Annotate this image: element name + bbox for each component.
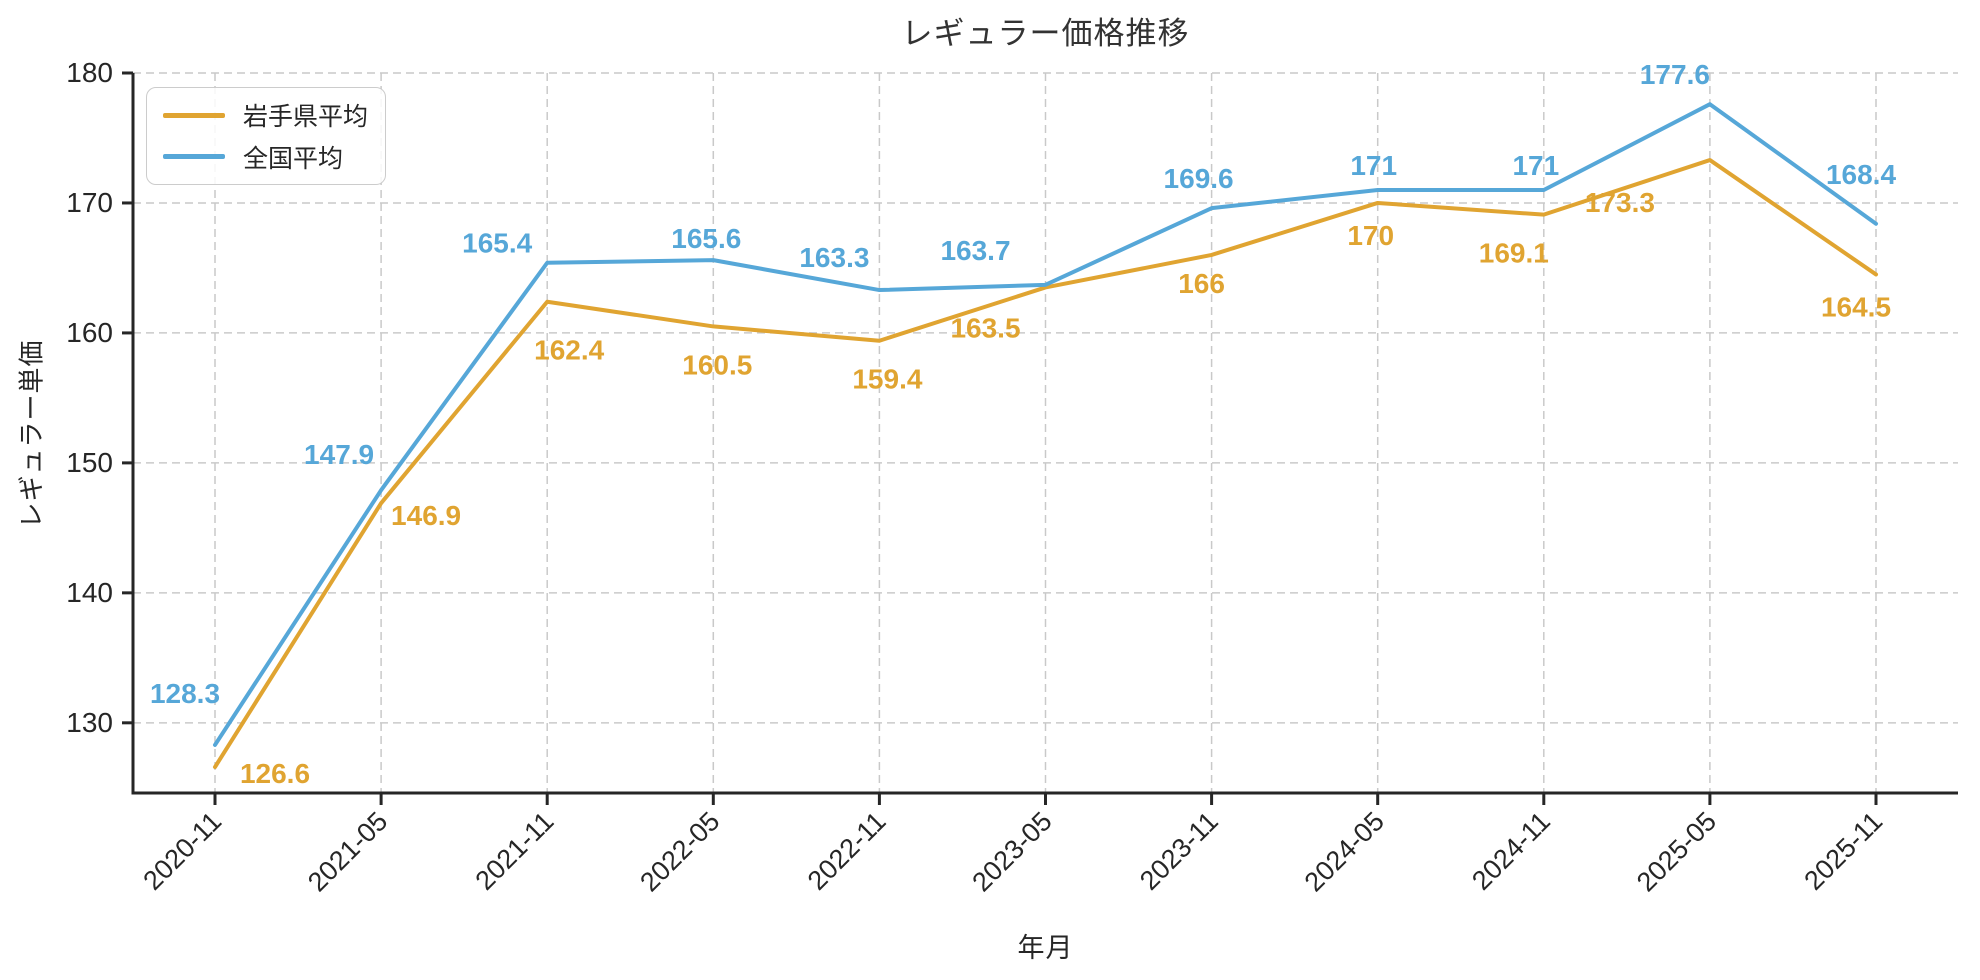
data-label: 173.3: [1585, 187, 1655, 218]
data-label: 169.1: [1479, 238, 1549, 269]
data-label: 166: [1178, 268, 1225, 299]
data-label: 171: [1512, 150, 1559, 181]
data-label: 165.6: [671, 223, 741, 254]
y-tick-label: 150: [66, 447, 113, 478]
x-tick-label: 2023-05: [966, 806, 1057, 897]
data-label: 177.6: [1640, 59, 1710, 90]
x-axis-title: 年月: [1017, 933, 1074, 963]
data-label: 170: [1347, 220, 1394, 251]
x-tick-label: 2022-05: [634, 806, 725, 897]
data-label: 163.7: [940, 235, 1010, 266]
data-label: 168.4: [1826, 159, 1896, 190]
data-label: 169.6: [1164, 163, 1234, 194]
data-label: 163.5: [950, 312, 1020, 343]
data-label: 146.9: [391, 500, 461, 531]
x-tick-label: 2020-11: [137, 806, 227, 896]
data-label: 163.3: [799, 242, 869, 273]
x-tick-label: 2021-11: [470, 806, 560, 896]
x-tick-label: 2025-05: [1631, 806, 1722, 897]
data-label: 164.5: [1821, 291, 1891, 322]
legend-item-iwate: 岩手県平均: [163, 97, 369, 133]
x-tick-label: 2022-11: [802, 806, 892, 896]
y-tick-label: 130: [66, 707, 113, 738]
x-tick-label: 2021-05: [302, 806, 393, 897]
series-line-iwate: [213, 158, 1878, 770]
y-tick-label: 140: [66, 577, 113, 608]
legend-label-national: 全国平均: [243, 144, 344, 173]
data-label: 160.5: [682, 349, 752, 380]
iwate-series-swatch-icon: [163, 113, 225, 118]
chart-title: レギュラー価格推移: [901, 16, 1190, 51]
series-line-national: [213, 102, 1878, 747]
y-tick-label: 160: [66, 317, 113, 348]
data-label: 147.9: [304, 439, 374, 470]
x-tick-label: 2025-11: [1798, 806, 1888, 896]
x-tick-label: 2023-11: [1134, 806, 1224, 896]
data-label: 159.4: [852, 364, 922, 395]
y-tick-label: 170: [66, 187, 113, 218]
legend: 岩手県平均 全国平均: [146, 87, 386, 185]
legend-item-national: 全国平均: [163, 139, 369, 175]
data-label: 128.3: [150, 678, 220, 709]
national-series-swatch-icon: [163, 154, 225, 159]
y-tick-label: 180: [66, 57, 113, 88]
x-tick-label: 2024-11: [1466, 806, 1556, 896]
x-tick-label: 2024-05: [1299, 806, 1390, 897]
data-label: 162.4: [534, 335, 604, 366]
data-label: 171: [1350, 150, 1397, 181]
data-label: 165.4: [462, 228, 532, 259]
data-label: 126.6: [240, 758, 310, 789]
legend-label-iwate: 岩手県平均: [243, 103, 369, 132]
